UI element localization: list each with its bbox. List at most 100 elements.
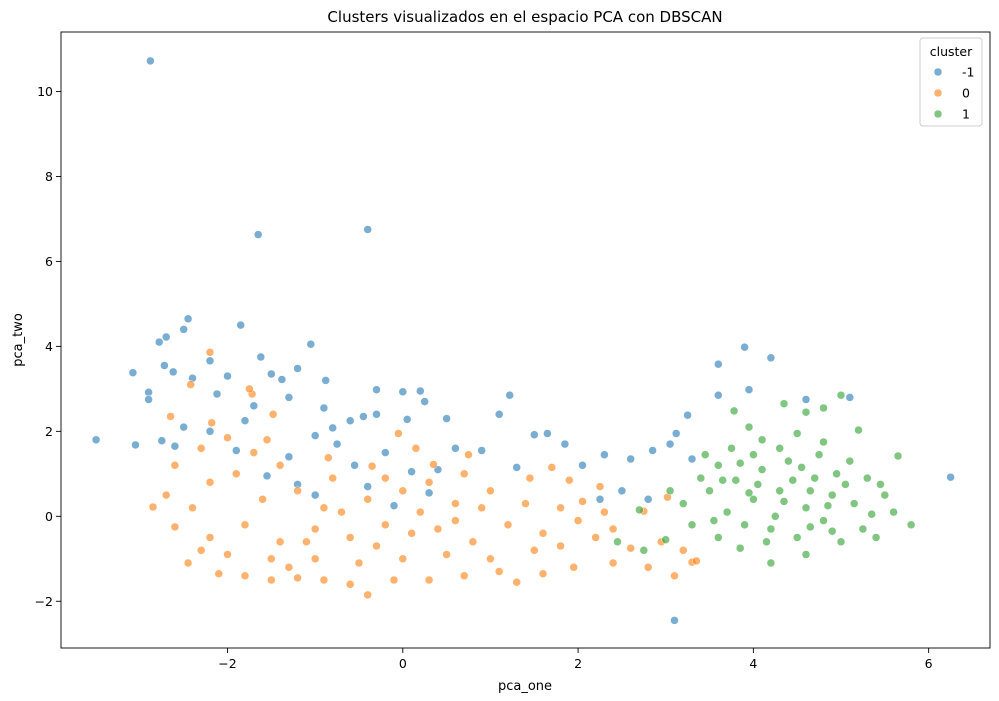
point-cluster-0-19 (214, 569, 224, 578)
point-cluster-0-25 (363, 590, 372, 600)
point-cluster-0-82 (302, 537, 311, 547)
point-cluster--1-65 (332, 439, 342, 449)
point-cluster--1-58 (946, 472, 955, 482)
point-cluster-1-52 (735, 458, 745, 468)
point-cluster-0-91 (284, 563, 294, 572)
point-cluster-0-31 (538, 569, 548, 578)
point-cluster-0-10 (324, 453, 333, 462)
point-cluster--1-71 (363, 482, 372, 491)
point-cluster-1-40 (740, 520, 749, 530)
point-cluster--1-56 (801, 395, 811, 404)
point-cluster-0-94 (600, 507, 609, 517)
x-tick-label: −2 (218, 656, 236, 671)
point-cluster--1-54 (766, 353, 776, 363)
point-cluster-1-43 (810, 473, 819, 483)
point-cluster--1-47 (648, 446, 657, 455)
point-cluster-1-69 (876, 480, 885, 489)
point-cluster-0-48 (345, 533, 355, 542)
point-cluster-1-18 (635, 505, 644, 515)
legend-entries: -1 0 1 (933, 65, 974, 122)
point-cluster-0-85 (486, 554, 495, 564)
point-cluster--1-28 (319, 403, 329, 413)
point-cluster-0-16 (170, 522, 180, 532)
point-cluster--1-59 (670, 616, 679, 625)
x-tick-label: 4 (749, 656, 757, 671)
point-cluster-1-39 (722, 507, 732, 517)
point-cluster--1-22 (144, 388, 153, 397)
point-cluster-1-68 (827, 526, 837, 536)
point-cluster-0-43 (525, 473, 535, 483)
point-cluster-1-32 (775, 486, 784, 496)
legend-marker-0 (933, 88, 943, 98)
point-cluster-1-41 (757, 465, 767, 474)
point-cluster-0-51 (240, 520, 250, 530)
point-cluster-1-19 (665, 486, 675, 496)
point-cluster-0-50 (275, 537, 285, 547)
point-cluster--1-84 (389, 501, 399, 510)
point-cluster--1-81 (157, 436, 167, 445)
point-cluster--1-44 (578, 461, 587, 470)
point-cluster-0-17 (183, 558, 193, 568)
point-cluster--1-31 (345, 416, 355, 425)
point-cluster--1-20 (416, 386, 425, 396)
legend: cluster -1 0 1 (919, 37, 983, 127)
point-cluster-0-45 (451, 499, 460, 508)
point-cluster-1-27 (845, 456, 855, 466)
point-cluster--1-83 (310, 490, 320, 500)
point-cluster-0-37 (626, 543, 635, 553)
point-cluster-1-15 (661, 535, 670, 544)
point-cluster--1-45 (600, 450, 609, 459)
point-cluster--1-73 (240, 416, 250, 425)
point-cluster-1-30 (889, 507, 898, 517)
point-cluster-0-52 (205, 533, 215, 542)
point-cluster-0-34 (643, 563, 653, 572)
point-cluster--1-61 (170, 441, 180, 451)
point-cluster-1-38 (819, 516, 828, 525)
point-cluster--1-36 (442, 414, 451, 423)
point-cluster-1-4 (836, 390, 846, 400)
x-tick-label: 2 (574, 656, 582, 671)
y-tick-label: 0 (45, 509, 53, 524)
point-cluster-0-78 (521, 499, 530, 508)
point-cluster-0-98 (394, 429, 403, 438)
point-cluster--1-26 (249, 401, 259, 411)
point-cluster--1-51 (714, 390, 723, 400)
points-layer (91, 56, 955, 625)
x-tick-label: 6 (925, 656, 933, 671)
point-cluster-1-63 (823, 501, 833, 510)
point-cluster-1-59 (762, 537, 771, 547)
point-cluster-0-1 (186, 380, 195, 389)
point-cluster-1-1 (779, 399, 789, 408)
point-cluster--1-0 (146, 56, 155, 66)
point-cluster--1-3 (183, 314, 193, 324)
plot-frame (60, 31, 991, 649)
point-cluster-1-62 (788, 475, 798, 485)
point-cluster-0-39 (556, 541, 565, 551)
point-cluster-1-23 (744, 422, 754, 432)
point-cluster-0-18 (196, 546, 206, 555)
legend-marker-1 (933, 109, 943, 119)
point-cluster-0-74 (275, 461, 285, 470)
point-cluster-1-35 (849, 499, 859, 508)
point-cluster-0-89 (249, 448, 259, 457)
point-cluster-1-25 (792, 429, 802, 438)
point-cluster-0-26 (389, 575, 399, 585)
point-cluster-0-92 (381, 473, 390, 483)
point-cluster-0-63 (608, 524, 618, 534)
point-cluster-1-22 (727, 444, 736, 453)
x-axis-ticks: −2 0 2 4 6 (218, 648, 933, 671)
point-cluster--1-41 (530, 430, 539, 439)
point-cluster-0-4 (245, 384, 254, 394)
point-cluster-1-0 (729, 406, 739, 416)
point-cluster-1-53 (753, 480, 763, 489)
point-cluster-0-80 (372, 541, 381, 551)
point-cluster-0-75 (319, 503, 329, 513)
point-cluster--1-4 (236, 320, 245, 330)
point-cluster-0-76 (424, 478, 434, 487)
x-axis-label: pca_one (498, 679, 552, 694)
point-cluster-1-45 (705, 486, 714, 496)
point-cluster-0-30 (512, 577, 521, 587)
point-cluster--1-30 (372, 410, 381, 419)
point-cluster-1-7 (906, 520, 916, 530)
point-cluster-0-72 (188, 503, 197, 513)
